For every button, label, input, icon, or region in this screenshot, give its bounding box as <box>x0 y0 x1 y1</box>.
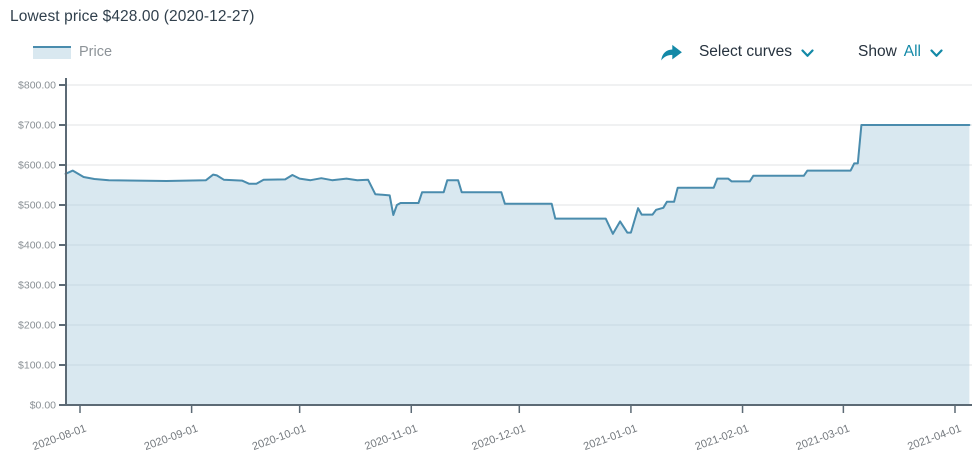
price-line <box>64 124 971 235</box>
show-value: All <box>903 43 921 60</box>
x-tick-label: 2020-10-01 <box>251 423 308 454</box>
select-curves-label: Select curves <box>698 43 792 60</box>
chart-controls: Select curves Show All <box>659 41 943 63</box>
legend-label: Price <box>79 44 113 60</box>
y-tick-label: $500.00 <box>18 200 56 212</box>
x-tick-label: 2020-09-01 <box>143 423 200 454</box>
select-curves-dropdown[interactable]: Select curves <box>699 43 814 61</box>
x-tick-label: 2021-01-01 <box>582 423 639 454</box>
y-tick-label: $800.00 <box>18 80 56 92</box>
chevron-down-icon <box>930 49 943 57</box>
y-tick-label: $0.00 <box>30 400 56 412</box>
legend-item-price[interactable]: Price <box>33 44 112 60</box>
x-tick-label: 2021-03-01 <box>794 423 851 454</box>
share-button[interactable] <box>659 41 685 63</box>
chart-toolbar: Price Select curves Show All <box>0 37 979 67</box>
y-tick-label: $300.00 <box>18 280 56 292</box>
x-tick-label: 2021-04-01 <box>906 423 963 454</box>
y-tick-label: $200.00 <box>18 320 56 332</box>
x-tick-label: 2020-08-01 <box>31 423 88 454</box>
price-area <box>65 125 970 405</box>
y-tick-label: $700.00 <box>18 120 56 132</box>
y-tick-label: $100.00 <box>18 360 56 372</box>
x-tick-label: 2020-11-01 <box>363 423 419 453</box>
show-dropdown[interactable]: Show All <box>858 43 943 61</box>
price-series-swatch <box>33 45 71 59</box>
lowest-price-summary: Lowest price $428.00 (2020-12-27) <box>10 8 255 25</box>
show-label: Show <box>857 43 897 60</box>
y-tick-label: $600.00 <box>18 160 56 172</box>
x-tick-label: 2021-02-01 <box>694 423 751 454</box>
chevron-down-icon <box>801 49 814 57</box>
y-tick-label: $400.00 <box>18 240 56 252</box>
x-tick-label: 2020-12-01 <box>470 423 527 454</box>
share-arrow-icon <box>661 44 682 61</box>
